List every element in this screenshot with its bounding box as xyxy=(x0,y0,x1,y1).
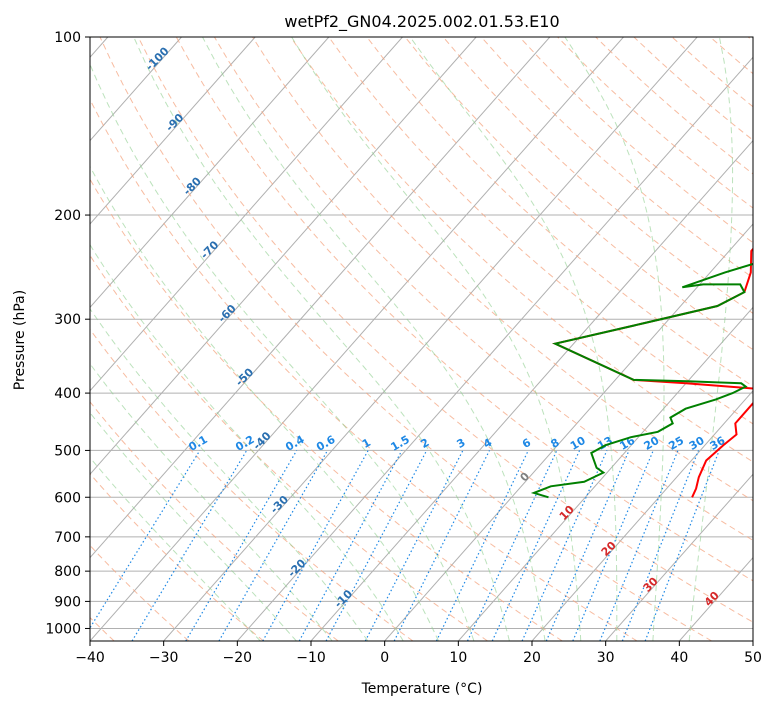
dewpoint-profile-line xyxy=(530,262,753,499)
isotherm-line xyxy=(90,37,256,225)
dry-adiabat-line xyxy=(90,328,414,641)
x-tick-label: −40 xyxy=(75,650,105,666)
dry-adiabat-line xyxy=(252,37,753,502)
dry-adiabat-line xyxy=(90,254,488,641)
mixing-ratio-line xyxy=(262,450,369,641)
isotherm-line xyxy=(90,37,477,475)
isotherm-line xyxy=(90,37,551,559)
y-tick-label: 500 xyxy=(54,443,81,459)
x-tick-label: 30 xyxy=(597,650,615,666)
moist-adiabat-line xyxy=(688,37,734,641)
isotherm-line xyxy=(457,306,753,641)
y-tick-label: 700 xyxy=(54,530,81,546)
x-tick-label: 0 xyxy=(380,650,389,666)
mixing-ratio-line xyxy=(466,450,558,641)
dry-adiabat-line xyxy=(99,37,712,641)
dry-adiabat-line xyxy=(137,37,753,623)
y-tick-label: 800 xyxy=(54,564,81,580)
isotherm-line xyxy=(384,223,753,641)
y-tick-label: 400 xyxy=(54,386,81,402)
x-tick-label: −10 xyxy=(296,650,326,666)
dry-adiabat-line xyxy=(90,401,339,641)
moist-adiabat-line xyxy=(564,37,665,641)
dry-adiabat-line xyxy=(90,472,264,641)
isotherm-line xyxy=(90,37,403,392)
moist-adiabat-line xyxy=(133,37,510,641)
mixing-ratio-line xyxy=(491,450,581,641)
moist-adiabat-line xyxy=(90,362,333,641)
mixing-ratio-line xyxy=(521,450,608,641)
y-tick-label: 100 xyxy=(54,30,81,46)
dry-adiabat-line xyxy=(90,544,190,641)
background-lines xyxy=(90,37,753,641)
moist-adiabat-line xyxy=(90,63,475,641)
y-axis-title: Pressure (hPa) xyxy=(12,290,28,390)
y-tick-label: 900 xyxy=(54,594,81,610)
chart-title: wetPf2_GN04.2025.002.01.53.E10 xyxy=(284,12,559,32)
dry-adiabat-line xyxy=(328,37,753,425)
mixing-ratio-line xyxy=(435,450,529,641)
moist-adiabat-line xyxy=(90,165,440,641)
moist-adiabat-line xyxy=(90,412,297,641)
isotherm-line xyxy=(90,37,624,641)
x-axis-title: Temperature (°C) xyxy=(361,681,483,697)
mixing-ratio-line xyxy=(545,450,630,641)
moist-adiabat-line xyxy=(90,243,404,641)
mixing-ratio-line xyxy=(185,450,298,641)
x-tick-label: 10 xyxy=(449,650,467,666)
y-tick-label: 200 xyxy=(54,208,81,224)
mixing-ratio-line xyxy=(131,450,248,641)
dry-adiabat-line xyxy=(90,98,638,641)
y-tick-label: 300 xyxy=(54,312,81,328)
profile-lines xyxy=(530,247,753,499)
mixing-ratio-line xyxy=(572,450,654,641)
dry-adiabat-line xyxy=(366,37,753,387)
x-axis: −40 −30 −20 −10 0 10 20 30 40 50 xyxy=(75,641,762,666)
moist-adiabat-line xyxy=(90,307,369,641)
dry-adiabat-line xyxy=(290,37,753,463)
dry-adiabat-line xyxy=(90,178,563,641)
isotherm-line xyxy=(236,56,753,641)
dry-adiabat-line xyxy=(175,37,753,582)
mixing-ratio-line xyxy=(90,450,201,629)
isotherm-line xyxy=(752,640,753,641)
x-tick-label: 20 xyxy=(523,650,541,666)
y-axis: 100 200 300 400 500 600 700 800 900 1000 xyxy=(45,30,90,637)
moist-adiabat-line xyxy=(202,37,546,641)
plot-background xyxy=(90,37,753,641)
x-tick-label: 50 xyxy=(744,650,762,666)
x-tick-label: 40 xyxy=(670,650,688,666)
moist-adiabat-line xyxy=(90,456,261,641)
moist-adiabat-line xyxy=(291,37,582,641)
isotherm-line xyxy=(90,37,330,309)
isotherm-line xyxy=(605,473,753,641)
plot-frame xyxy=(89,36,754,642)
y-tick-label: 600 xyxy=(54,490,81,506)
mixing-ratio-line xyxy=(218,450,329,641)
isotherm-line xyxy=(531,390,753,641)
mixing-ratio-line xyxy=(298,450,403,641)
isotherm-line xyxy=(90,37,182,142)
x-tick-label: −20 xyxy=(223,650,253,666)
isotherm-line xyxy=(163,37,698,641)
y-tick-label: 1000 xyxy=(45,621,81,637)
x-tick-label: −30 xyxy=(149,650,179,666)
dry-adiabat-line xyxy=(213,37,753,541)
